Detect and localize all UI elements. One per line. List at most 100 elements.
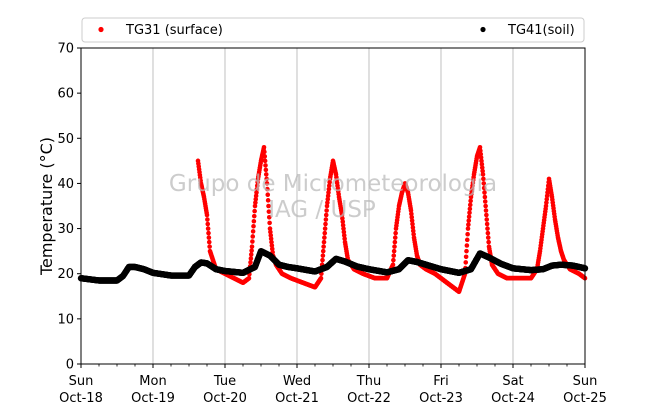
tg31-point (411, 231, 416, 237)
tg31-point (544, 200, 549, 205)
x-tick-label-day: Tue (213, 374, 236, 389)
tg31-point (482, 199, 488, 204)
tg31-point (340, 222, 346, 228)
tg31-point (483, 208, 489, 213)
x-tick-label-date: Oct-18 (59, 391, 103, 406)
x-tick-label-date: Oct-25 (563, 391, 607, 406)
tg31-point (265, 198, 271, 203)
tg31-point (391, 248, 397, 254)
tg31-point (248, 252, 254, 257)
tg31-point (266, 214, 272, 220)
tg31-point (262, 154, 268, 159)
tg31-point (323, 221, 328, 227)
tg31-point (248, 260, 253, 265)
tg31-point (341, 233, 347, 238)
tg31-point (485, 230, 491, 236)
legend-marker-tg31 (98, 26, 104, 33)
tg31-point (465, 226, 471, 231)
tg31-point (484, 212, 489, 218)
tg31-point (205, 221, 211, 227)
tg31-point (269, 246, 275, 252)
tg31-point (323, 217, 329, 222)
tg31-point (251, 218, 257, 224)
tg31-point (249, 248, 254, 253)
tg31-point (250, 234, 256, 239)
tg31-point (321, 244, 326, 249)
tg31-point (204, 212, 210, 218)
tg31-point (485, 226, 490, 231)
tg31-point (478, 151, 484, 157)
tg31-point (392, 235, 398, 240)
tg31-point (410, 221, 415, 227)
x-tick-label-day: Fri (433, 374, 449, 389)
x-tick-label-day: Mon (139, 374, 166, 389)
tg31-point (543, 203, 549, 209)
tg31-point (206, 239, 212, 245)
tg31-point (267, 220, 272, 226)
tg31-point (254, 190, 259, 195)
tg31-point (261, 145, 267, 150)
x-tick-label-date: Oct-20 (203, 391, 247, 406)
tg31-point (322, 230, 328, 236)
tg31-point (464, 243, 470, 248)
x-tick-label-date: Oct-19 (131, 391, 175, 406)
tg31-point (253, 200, 258, 205)
tg31-point (410, 225, 416, 230)
tg31-point (466, 222, 471, 227)
tg31-point (341, 229, 347, 235)
y-tick-label: 60 (57, 87, 74, 102)
legend-label-tg31: TG31 (surface) (125, 23, 223, 38)
y-tick-label: 20 (57, 267, 74, 282)
tg31-point (479, 165, 485, 170)
tg31-point (318, 275, 324, 281)
y-tick-label: 50 (57, 132, 74, 147)
tg31-point (250, 239, 255, 244)
y-axis-label: Temperature (°C) (37, 137, 56, 276)
tg31-point (409, 218, 415, 223)
tg31-point (340, 219, 346, 225)
x-tick-label-date: Oct-24 (491, 391, 535, 406)
tg31-point (263, 163, 268, 168)
x-tick-label-date: Oct-23 (419, 391, 463, 406)
tg31-point (327, 180, 332, 185)
tg31-point (251, 224, 256, 229)
tg31-point (464, 248, 469, 254)
tg31-point (253, 193, 259, 199)
tg31-point (391, 253, 397, 258)
tg31-point (463, 254, 469, 260)
tg41-points-layer (77, 247, 589, 284)
tg31-point (478, 148, 483, 153)
tg31-point (544, 196, 550, 202)
tg31-point (341, 226, 346, 231)
tg31-point (266, 209, 272, 214)
tg31-point (544, 193, 550, 199)
tg31-point (267, 226, 273, 231)
tg31-point (268, 229, 273, 235)
tg31-point (205, 217, 210, 222)
tg31-point (251, 213, 257, 219)
tg31-point (207, 244, 212, 249)
grid-layer (152, 48, 514, 364)
tg31-point (254, 186, 260, 192)
watermark-line-1: Grupo de Micrometeorologia (169, 171, 497, 197)
tg31-point (408, 208, 414, 213)
tg31-point (268, 236, 274, 242)
tg31-point (323, 212, 329, 218)
tg31-point (206, 235, 212, 240)
tg31-point (325, 196, 331, 202)
tg31-point (324, 208, 329, 213)
y-tick-label: 10 (57, 312, 74, 327)
tg31-point (206, 230, 211, 236)
tg31-point (481, 181, 487, 186)
y-tick-label: 30 (57, 222, 74, 237)
legend: TG31 (surface) TG41(soil) (81, 17, 585, 43)
tg31-point (322, 226, 328, 231)
tg31-point (342, 236, 347, 242)
tg31-point (409, 211, 414, 217)
y-tick-label: 40 (57, 177, 74, 192)
tg31-point (482, 190, 487, 195)
tg31-point (262, 149, 267, 155)
tg31-point (467, 206, 473, 212)
legend-marker-tg41 (480, 26, 486, 33)
